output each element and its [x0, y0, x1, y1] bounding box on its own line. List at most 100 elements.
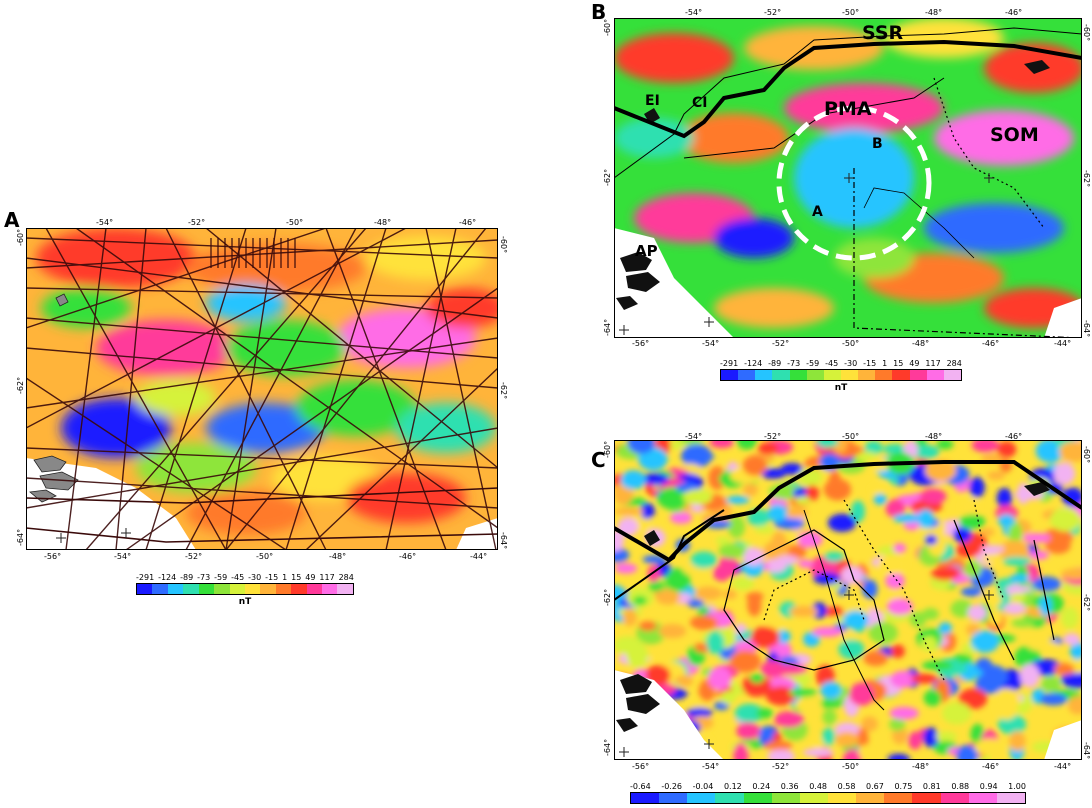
texture-blob: [886, 598, 913, 615]
panel-a-legend: -291 -124 -89 -73 -59 -45 -30 -15 1 15 4…: [136, 573, 354, 607]
texture-blob: [1063, 633, 1081, 646]
texture-blob: [959, 514, 986, 530]
panel-a-lat-left-3: -64°: [16, 528, 25, 546]
panel-a-letter: A: [4, 208, 20, 232]
legend-tick: -59: [214, 573, 228, 582]
texture-blob: [776, 629, 791, 644]
legend-tick: -45: [825, 359, 839, 368]
texture-blob: [864, 440, 883, 455]
panel-b-legend-colorbar: [720, 369, 962, 381]
label-ap: AP: [635, 242, 658, 260]
legend-tick: 284: [946, 359, 962, 368]
texture-blob: [1044, 536, 1071, 554]
panel-a-legend-colorbar: [136, 583, 354, 595]
texture-blob: [784, 507, 808, 518]
texture-blob: [821, 606, 848, 617]
legend-tick: -0.64: [630, 782, 651, 791]
panel-c-letter: C: [591, 448, 606, 472]
panel-b-lat-left-1: -60°: [603, 18, 612, 36]
texture-blob: [756, 708, 774, 719]
texture-blob: [1009, 592, 1027, 602]
texture-blob: [647, 565, 660, 583]
texture-blob: [776, 555, 799, 565]
texture-blob: [1027, 640, 1060, 652]
panel-c-lat-left-1: -60°: [603, 440, 612, 458]
texture-blob: [849, 682, 875, 706]
panel-c-legend-colorbar: [630, 792, 1026, 804]
legend-swatch: [738, 370, 756, 380]
legend-tick: -89: [180, 573, 194, 582]
texture-blob: [1054, 662, 1075, 676]
legend-swatch: [772, 370, 790, 380]
texture-blob: [1059, 441, 1082, 462]
texture-blob: [614, 507, 644, 516]
legend-swatch: [167, 584, 184, 594]
legend-tick: -15: [265, 573, 279, 582]
legend-swatch: [909, 370, 927, 380]
texture-blob: [708, 666, 732, 690]
texture-blob: [670, 511, 693, 524]
legend-tick: 284: [338, 573, 354, 582]
texture-blob: [729, 650, 761, 673]
panel-a-lon-bottom-7: -44°: [470, 552, 488, 561]
panel-c-lon-bottom-3: -52°: [772, 762, 790, 771]
panel-b-lat-left-2: -62°: [603, 168, 612, 186]
texture-blob: [765, 686, 796, 706]
texture-blob: [657, 487, 689, 510]
panel-b-lat-right-2: -62°: [1082, 170, 1091, 188]
legend-swatch: [291, 584, 307, 594]
legend-tick: 117: [319, 573, 335, 582]
panel-a-legend-ticks: -291 -124 -89 -73 -59 -45 -30 -15 1 15 4…: [136, 573, 354, 582]
texture-blob: [750, 626, 780, 648]
panel-b-lon-bottom-5: -48°: [912, 339, 930, 348]
legend-tick: 1.00: [1008, 782, 1026, 791]
texture-blob: [788, 606, 819, 617]
texture-blob: [980, 666, 993, 685]
texture-blob: [812, 626, 843, 637]
texture-blob: [877, 554, 908, 575]
legend-tick: 0.12: [723, 782, 742, 791]
legend-tick: 1: [882, 359, 888, 368]
panel-a-lat-left-2: -62°: [16, 376, 25, 394]
panel-b-lon-top-2: -52°: [764, 8, 782, 17]
texture-blob: [767, 749, 795, 760]
texture-blob: [1011, 618, 1035, 628]
texture-blob: [675, 482, 696, 492]
legend-swatch: [884, 793, 913, 803]
texture-blob: [706, 631, 725, 655]
panel-c-lon-top-3: -50°: [842, 432, 860, 441]
legend-swatch: [827, 793, 857, 803]
legend-swatch: [799, 793, 828, 803]
texture-blob: [1003, 603, 1026, 615]
label-ci: CI: [692, 95, 708, 111]
texture-blob: [1061, 568, 1082, 580]
texture-blob: [987, 471, 1006, 480]
panel-b-legend: -291 -124 -89 -73 -59 -45 -30 -15 1 15 4…: [720, 359, 962, 393]
panel-b-lon-top-1: -54°: [685, 8, 703, 17]
legend-tick: 15: [893, 359, 904, 368]
legend-tick: -124: [158, 573, 177, 582]
legend-tick: -124: [744, 359, 763, 368]
texture-blob: [822, 727, 835, 746]
panel-a-lon-top-5: -46°: [459, 218, 477, 227]
legend-swatch: [260, 584, 276, 594]
panel-a-lon-bottom-5: -48°: [329, 552, 347, 561]
texture-blob: [620, 470, 647, 490]
panel-a-lon-top-3: -50°: [286, 218, 304, 227]
legend-swatch: [229, 584, 245, 594]
legend-swatch: [721, 370, 739, 380]
legend-swatch: [996, 793, 1025, 803]
texture-blob: [823, 551, 845, 562]
panel-a-lat-right-2: -62°: [499, 382, 508, 400]
texture-blob: [725, 495, 750, 504]
texture-blob: [936, 440, 954, 450]
legend-swatch: [337, 584, 353, 594]
legend-tick: -73: [197, 573, 211, 582]
legend-swatch: [715, 793, 744, 803]
legend-swatch: [789, 370, 807, 380]
legend-swatch: [926, 370, 944, 380]
texture-blob: [981, 545, 1005, 553]
texture-blob: [979, 528, 995, 537]
texture-blob: [742, 455, 768, 476]
texture-blob: [960, 587, 983, 597]
